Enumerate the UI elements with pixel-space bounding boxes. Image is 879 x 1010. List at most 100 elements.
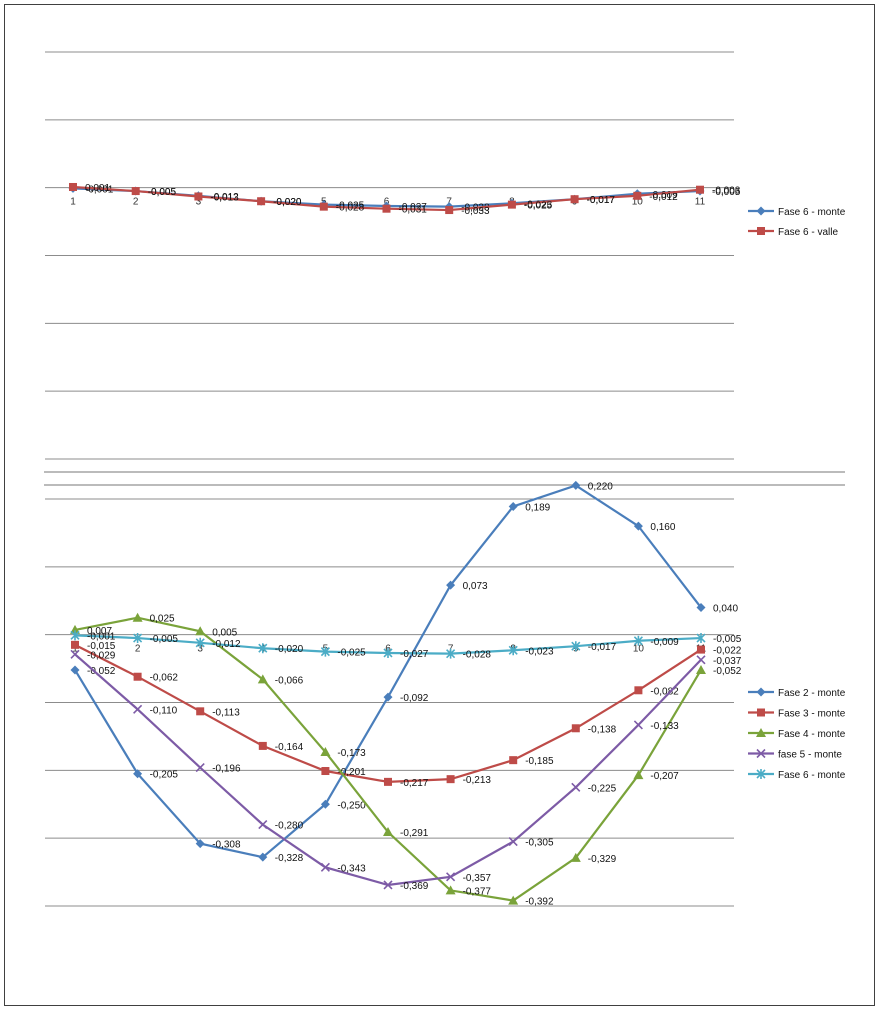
legend-item: Fase 2 - monte — [748, 687, 846, 699]
data-point — [696, 185, 704, 194]
data-label: -0,392 — [525, 897, 554, 908]
data-point — [70, 649, 80, 659]
data-point — [633, 770, 644, 780]
data-label: -0,225 — [588, 783, 617, 794]
chart-fase-6: 1234567891011-0,001-0,005-0,012-0,020-0,… — [45, 51, 846, 460]
data-point — [195, 637, 205, 648]
legend-label: Fase 6 - valle — [778, 227, 838, 238]
data-label: -0,343 — [337, 863, 366, 874]
legend: Fase 2 - monte Fase 3 - monte Fase 4 - mon… — [748, 687, 846, 781]
data-point — [320, 862, 330, 872]
data-label: -0,250 — [337, 800, 366, 811]
legend-label: Fase 3 - monte — [778, 709, 846, 720]
page-frame — [4, 4, 875, 1006]
data-point — [446, 648, 456, 659]
data-point — [131, 187, 140, 196]
data-label: 0,001 — [85, 183, 110, 194]
data-label: -0,196 — [212, 764, 241, 775]
data-point — [446, 872, 456, 882]
legend-label: Fase 4 - monte — [778, 729, 846, 740]
x-tick-label: 10 — [633, 644, 645, 655]
data-label: -0,037 — [713, 656, 742, 667]
data-point — [70, 665, 80, 675]
data-label: -0,305 — [525, 838, 554, 849]
data-label: -0,066 — [275, 675, 304, 686]
legend-label: Fase 6 - monte — [778, 207, 846, 218]
data-point — [508, 836, 518, 847]
legend-marker — [756, 748, 766, 759]
data-label: -0,185 — [525, 756, 554, 767]
data-point — [69, 182, 77, 191]
data-label: -0,308 — [212, 840, 241, 851]
data-point — [696, 603, 706, 613]
legend-label: Fase 2 - monte — [778, 688, 846, 699]
data-point — [697, 645, 705, 654]
data-label: -0,213 — [463, 775, 492, 786]
data-point — [258, 820, 268, 830]
data-label: -0,033 — [461, 206, 490, 217]
data-point — [508, 501, 518, 511]
x-tick-label: 2 — [133, 197, 139, 208]
legend-marker — [756, 769, 766, 779]
data-point — [258, 741, 267, 750]
data-point — [195, 839, 205, 849]
data-point — [507, 200, 516, 209]
legend-item: Fase 3 - monte — [748, 708, 846, 720]
data-label: -0,328 — [275, 853, 304, 864]
data-label: -0,027 — [399, 202, 428, 213]
data-label: -0,015 — [87, 641, 116, 652]
data-label: 0,040 — [713, 604, 738, 615]
series-fase-6-valle: 0,001 -0,005 -0,013 -0,020 -0,028 -0,031 -0,03… — [69, 182, 741, 217]
data-label: -0,110 — [150, 705, 178, 716]
data-label: -0,005 — [712, 187, 741, 198]
data-label: -0,377 — [463, 886, 492, 897]
data-label: -0,012 — [210, 192, 239, 203]
data-point — [132, 612, 143, 622]
data-point — [571, 480, 581, 490]
data-point — [571, 641, 581, 652]
data-label: -0,025 — [524, 201, 553, 212]
data-label: -0,329 — [588, 854, 617, 865]
data-label: -0,207 — [650, 771, 679, 782]
data-label: -0,020 — [275, 644, 304, 655]
legend-marker — [757, 227, 765, 235]
data-label: -0,291 — [400, 828, 429, 839]
data-label: -0,005 — [713, 634, 742, 645]
data-label: -0,017 — [588, 642, 617, 653]
legend-item: fase 5 - monte — [748, 748, 842, 761]
data-point — [320, 646, 330, 657]
data-point — [634, 686, 643, 695]
series-fase-5-monte: -0,029 -0,110 -0,196 -0,280 -0,343 -0,369 -0,3… — [70, 649, 742, 892]
data-point — [633, 521, 643, 531]
data-label: -0,052 — [713, 666, 742, 677]
data-point — [633, 720, 643, 730]
data-point — [383, 647, 393, 658]
legend-label: Fase 6 - monte — [778, 770, 846, 781]
data-label: -0,028 — [336, 203, 365, 214]
data-label: -0,201 — [337, 767, 366, 778]
data-point — [508, 895, 519, 905]
legend-marker — [756, 206, 766, 216]
data-label: -0,369 — [400, 881, 429, 892]
data-label: -0,173 — [337, 748, 366, 759]
data-label: -0,001 — [87, 631, 116, 642]
legend-marker — [756, 687, 766, 697]
data-label: -0,031 — [399, 205, 428, 216]
data-label: -0,113 — [212, 707, 240, 718]
data-point — [633, 635, 643, 646]
data-point — [258, 643, 268, 654]
data-label: -0,027 — [400, 649, 429, 660]
series-line — [74, 484, 702, 859]
data-point — [383, 880, 393, 890]
legend-item: Fase 4 - monte — [748, 728, 846, 740]
data-label: -0,062 — [150, 673, 179, 684]
x-tick-label: 3 — [197, 644, 203, 655]
legend-item: Fase 6 - valle — [748, 227, 838, 238]
data-label: -0,022 — [713, 646, 742, 657]
data-label: -0,020 — [273, 197, 302, 208]
data-point — [570, 852, 581, 862]
legend-item: Fase 6 - monte — [748, 206, 846, 218]
legend-marker — [757, 708, 765, 717]
